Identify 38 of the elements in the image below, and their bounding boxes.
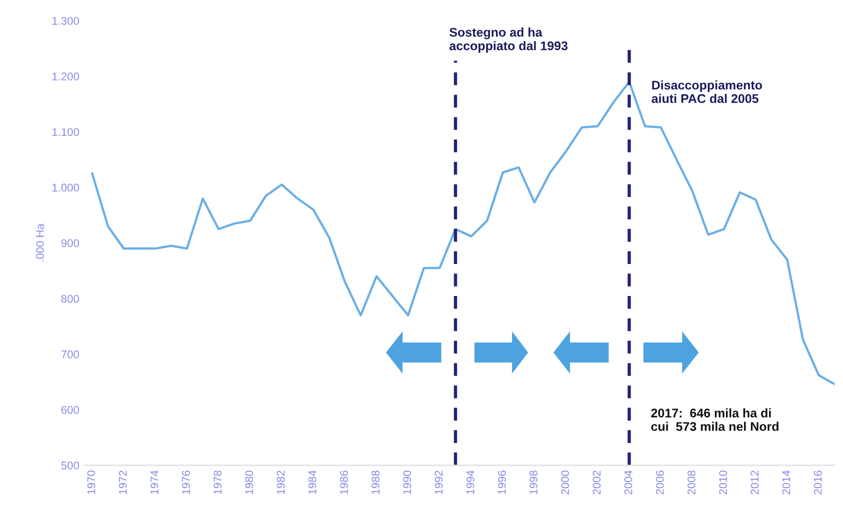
- x-tick-label: 1988: [372, 470, 380, 494]
- x-tick-label: 1992: [434, 470, 443, 494]
- x-tick-label: 1996: [498, 470, 506, 494]
- y-tick-label: 500: [61, 462, 80, 470]
- x-tick-label: 2000: [561, 470, 570, 494]
- x-tick-label: 1984: [308, 470, 316, 494]
- y-tick-label: 1.200: [52, 72, 80, 80]
- x-tick-label: 1972: [118, 470, 127, 494]
- y-axis-title: .000 Ha: [36, 224, 44, 262]
- y-tick-label: 900: [61, 239, 80, 248]
- x-tick-label: 1990: [403, 470, 412, 494]
- x-tick-label: 1994: [466, 470, 474, 494]
- y-tick-label: 1.100: [52, 128, 80, 136]
- x-tick-label: 2002: [592, 470, 601, 494]
- x-tick-label: 1974: [150, 470, 158, 494]
- x-tick-label: 1998: [530, 470, 538, 494]
- x-tick-label: 2016: [814, 470, 822, 494]
- ref-line-label: Sostegno ad ha accoppiato dal 1993: [450, 28, 568, 53]
- x-tick-label: 1986: [340, 470, 348, 494]
- x-tick-label: 1976: [182, 470, 190, 494]
- x-tick-label: 2006: [656, 470, 664, 494]
- ref-line-label: Disaccoppiamento aiuti PAC dal 2005: [652, 80, 762, 104]
- x-tick-label: 2012: [750, 470, 759, 494]
- x-tick-label: 2014: [782, 470, 790, 494]
- y-tick-label: 700: [61, 350, 80, 358]
- y-tick-label: 600: [61, 406, 80, 414]
- y-tick-label: 1.000: [52, 184, 80, 192]
- x-tick-label: 1978: [214, 470, 222, 494]
- line-series: [91, 80, 835, 386]
- x-tick-label: 1970: [87, 470, 96, 494]
- x-tick-label: 1982: [276, 470, 285, 494]
- x-tick-label: 2010: [719, 470, 727, 494]
- x-tick-label: 1980: [245, 470, 254, 494]
- annotation: 2017: 646 mila ha di cui 573 mila nel Nord: [651, 408, 778, 431]
- x-tick-label: 2008: [688, 470, 696, 494]
- x-tick-label: 2004: [624, 470, 632, 494]
- y-tick-label: 1.300: [52, 16, 80, 25]
- y-tick-label: 800: [61, 294, 80, 303]
